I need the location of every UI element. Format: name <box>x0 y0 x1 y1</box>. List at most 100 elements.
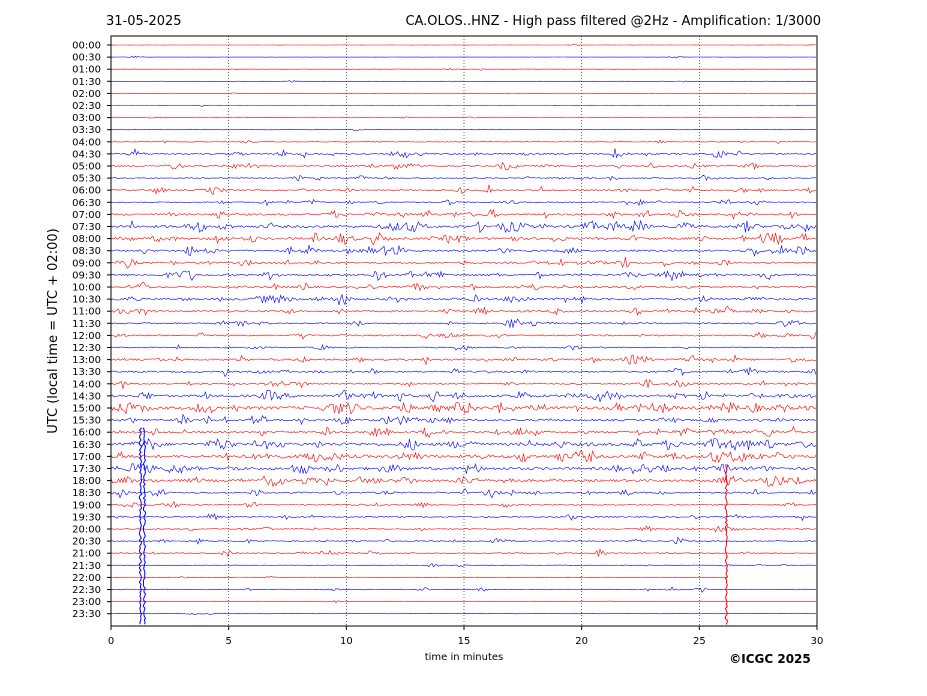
trace-2130 <box>110 563 817 568</box>
trace-0730 <box>110 220 817 234</box>
trace-0330 <box>110 128 816 131</box>
y-tick-label: 12:30 <box>72 343 101 354</box>
trace-1200 <box>110 331 817 340</box>
trace-0830 <box>110 244 817 257</box>
trace-0130 <box>110 80 817 83</box>
y-tick-label: 14:00 <box>72 379 101 390</box>
trace-0630 <box>110 198 817 207</box>
y-tick-label: 03:30 <box>72 125 101 136</box>
y-tick-label: 05:00 <box>72 162 101 173</box>
trace-2330 <box>110 612 817 616</box>
long-trace-1 <box>142 427 147 625</box>
long-trace-2 <box>724 464 729 625</box>
y-tick-label: 11:00 <box>72 307 101 318</box>
y-tick-label: 16:00 <box>72 428 101 439</box>
plot-area <box>110 36 817 626</box>
trace-0930 <box>110 270 817 281</box>
y-tick-label: 04:30 <box>72 149 101 160</box>
trace-0300 <box>110 116 817 119</box>
y-tick-label: 03:00 <box>72 113 101 124</box>
y-tick-label: 19:30 <box>72 512 101 523</box>
trace-1900 <box>110 500 817 509</box>
y-tick-label: 02:00 <box>72 89 101 100</box>
x-tick-label: 10 <box>340 636 353 647</box>
x-tick-label: 15 <box>458 636 471 647</box>
y-tick-label: 02:30 <box>72 101 101 112</box>
x-tick-label: 0 <box>108 636 114 647</box>
trace-1700 <box>110 450 817 464</box>
trace-0500 <box>110 161 817 171</box>
trace-2000 <box>110 525 817 533</box>
trace-0700 <box>110 209 817 220</box>
trace-1930 <box>110 513 817 522</box>
trace-0400 <box>110 139 817 144</box>
trace-1300 <box>110 354 817 366</box>
trace-1500 <box>110 401 817 415</box>
y-tick-label: 09:00 <box>72 258 101 269</box>
trace-1830 <box>110 488 817 499</box>
y-tick-label: 07:30 <box>72 222 101 233</box>
trace-0000 <box>110 43 817 46</box>
y-tick-label: 13:00 <box>72 355 101 366</box>
y-tick-label: 10:30 <box>72 295 101 306</box>
trace-0230 <box>110 104 817 107</box>
y-tick-label: 08:30 <box>72 246 101 257</box>
trace-1330 <box>110 366 817 378</box>
trace-1630 <box>110 438 817 452</box>
y-tick-label: 23:00 <box>72 597 101 608</box>
y-tick-label: 08:00 <box>72 234 101 245</box>
x-tick-label: 30 <box>811 636 824 647</box>
trace-1400 <box>110 378 817 389</box>
y-tick-label: 01:00 <box>72 65 101 76</box>
trace-0530 <box>110 174 817 182</box>
trace-1530 <box>110 413 817 426</box>
trace-1230 <box>110 344 817 351</box>
y-tick-label: 01:30 <box>72 77 101 88</box>
trace-2100 <box>110 547 817 558</box>
y-tick-label: 04:00 <box>72 137 101 148</box>
y-tick-label: 20:00 <box>72 525 101 536</box>
y-tick-label: 18:00 <box>72 476 101 487</box>
trace-0430 <box>110 148 817 159</box>
y-tick-label: 15:30 <box>72 416 101 427</box>
y-tick-label: 23:30 <box>72 609 101 620</box>
y-tick-label: 22:00 <box>72 573 101 584</box>
long-trace-0 <box>138 427 143 625</box>
y-axis-label: UTC (local time = UTC + 02:00) <box>46 228 61 433</box>
trace-2230 <box>110 586 817 593</box>
y-tick-label: 13:30 <box>72 367 101 378</box>
y-tick-label: 21:30 <box>72 561 101 572</box>
chart-title: CA.OLOS..HNZ - High pass filtered @2Hz -… <box>405 14 821 29</box>
y-tick-label: 00:00 <box>72 41 101 52</box>
x-tick-label: 20 <box>575 636 588 647</box>
trace-2300 <box>111 600 816 604</box>
y-tick-label: 16:30 <box>72 440 101 451</box>
trace-0900 <box>110 257 817 269</box>
trace-1030 <box>110 293 817 306</box>
y-tick-label: 06:00 <box>72 186 101 197</box>
y-tick-label: 06:30 <box>72 198 101 209</box>
y-tick-label: 19:00 <box>72 500 101 511</box>
trace-1430 <box>110 390 817 403</box>
y-tick-label: 09:30 <box>72 270 101 281</box>
y-tick-label: 15:00 <box>72 404 101 415</box>
trace-0030 <box>111 55 816 59</box>
trace-2200 <box>110 575 728 579</box>
y-tick-label: 21:00 <box>72 549 101 560</box>
y-tick-label: 00:30 <box>72 53 101 64</box>
trace-0800 <box>110 232 817 246</box>
y-tick-label: 20:30 <box>72 537 101 548</box>
y-tick-label: 14:30 <box>72 391 101 402</box>
trace-1100 <box>110 305 817 316</box>
y-tick-label: 17:30 <box>72 464 101 475</box>
x-tick-label: 25 <box>693 636 706 647</box>
trace-0100 <box>110 67 816 71</box>
trace-1800 <box>110 475 817 488</box>
y-tick-label: 10:00 <box>72 283 101 294</box>
copyright-text: ©ICGC 2025 <box>729 652 811 666</box>
y-tick-label: 07:00 <box>72 210 101 221</box>
y-tick-label: 11:30 <box>72 319 101 330</box>
trace-0200 <box>111 92 816 95</box>
x-axis-label: time in minutes <box>425 652 504 663</box>
